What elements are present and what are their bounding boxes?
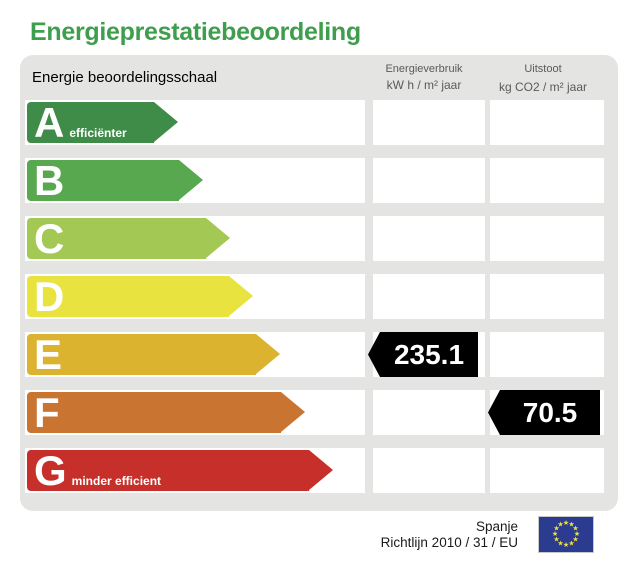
emission-cell [490, 274, 604, 319]
eu-star-icon: ★ [568, 520, 574, 528]
eu-flag-icon: ★ ★★★★★★★★★★★ [538, 516, 594, 553]
rating-band: B [25, 158, 365, 203]
rating-band: E [25, 332, 365, 377]
eu-star-icon: ★ [552, 530, 558, 538]
rating-row-b: B [20, 158, 618, 203]
rating-arrow: D [27, 273, 253, 320]
rating-row-e: E 235.1 [20, 332, 618, 377]
directive-label: Richtlijn 2010 / 31 / EU [380, 534, 518, 550]
rating-letter: F [34, 389, 60, 436]
eu-star-icon: ★ [557, 540, 563, 548]
emission-column-unit: kg CO2 / m² jaar [498, 80, 588, 94]
arrow-tip-icon [281, 392, 305, 432]
footer: Spanje Richtlijn 2010 / 31 / EU ★ ★ ★ ★ ★ ★ ★ ★… [0, 516, 594, 553]
rating-note: efficiënter [69, 126, 127, 140]
eu-star-icon: ★ [553, 525, 559, 533]
emission-cell [490, 332, 604, 377]
rating-band: C [25, 216, 365, 261]
rating-row-f: F 70.5 [20, 390, 618, 435]
page-title: Energieprestatiebeoordeling [30, 18, 361, 46]
eu-star-icon: ★ [557, 520, 563, 528]
energy-value-tag: 235.1 [368, 332, 478, 377]
energy-cell [373, 274, 485, 319]
arrow-tip-icon [309, 450, 333, 490]
rating-row-d: D [20, 274, 618, 319]
arrow-tip-icon [256, 334, 280, 374]
rating-arrow: F [27, 389, 305, 436]
footer-text: Spanje Richtlijn 2010 / 31 / EU [381, 519, 518, 551]
rating-band: F [25, 390, 365, 435]
eu-star-icon: ★ [574, 530, 580, 538]
rating-panel: Energie beoordelingsschaal Energieverbru… [20, 55, 618, 511]
rating-arrow: E [27, 331, 280, 378]
arrow-tip-icon [229, 276, 253, 316]
energy-column-title: Energieverbruik [385, 63, 463, 75]
rating-letter: E [34, 331, 63, 378]
rating-letter: D [34, 273, 65, 320]
rating-arrow: C [27, 215, 230, 262]
energy-column-unit: kW h / m² jaar [386, 78, 462, 92]
rating-arrow: B [27, 157, 203, 204]
energy-cell [373, 100, 485, 145]
arrow-tip-icon [154, 102, 178, 142]
emission-cell [490, 216, 604, 261]
energy-cell [373, 448, 485, 493]
rating-letter: B [34, 157, 65, 204]
energy-cell [373, 216, 485, 261]
emission-cell [490, 158, 604, 203]
rating-letter: C [34, 215, 65, 262]
eu-star-icon: ★ [568, 540, 574, 548]
eu-star-icon: ★ [553, 536, 559, 544]
scale-heading: Energie beoordelingsschaal [32, 69, 218, 86]
eu-star-icon: ★ [572, 525, 578, 533]
emission-cell [490, 448, 604, 493]
arrow-tip-icon [179, 160, 203, 200]
rating-note: minder efficient [71, 474, 162, 488]
energy-cell [373, 390, 485, 435]
rating-letter: G [34, 447, 67, 494]
rating-row-c: C [20, 216, 618, 261]
country-label: Spanje [475, 518, 518, 534]
eu-star-icon: ★ [563, 519, 569, 527]
emission-column-title: Uitstoot [524, 63, 562, 75]
eu-star-icon: ★ [563, 541, 569, 549]
rating-band: D [25, 274, 365, 319]
eu-star-icon: ★ [572, 536, 578, 544]
emission-value-tag: 70.5 [488, 390, 600, 435]
arrow-tip-icon [206, 218, 230, 258]
energy-cell [373, 158, 485, 203]
rating-letter: A [34, 99, 65, 146]
emission-cell [490, 100, 604, 145]
